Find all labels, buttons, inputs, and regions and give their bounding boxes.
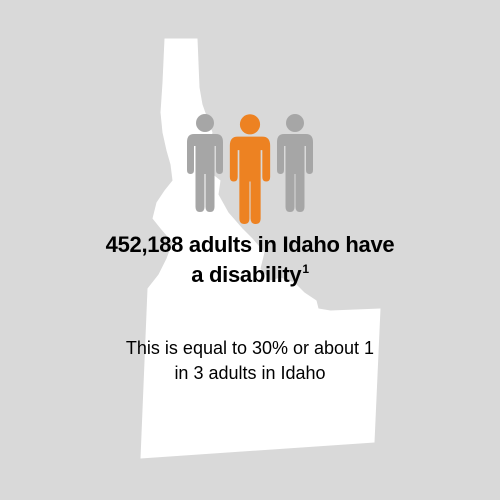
person-icon — [275, 112, 315, 224]
person-icon — [185, 112, 225, 224]
footnote-marker: 1 — [302, 262, 308, 276]
headline-content: 452,188 adults in Idaho have a disabilit… — [106, 232, 395, 287]
subline-text: This is equal to 30% or about 1 in 3 adu… — [120, 336, 380, 386]
people-icons-row — [185, 112, 315, 224]
headline-text: 452,188 adults in Idaho have a disabilit… — [100, 230, 400, 289]
person-icon-highlighted — [227, 112, 273, 224]
